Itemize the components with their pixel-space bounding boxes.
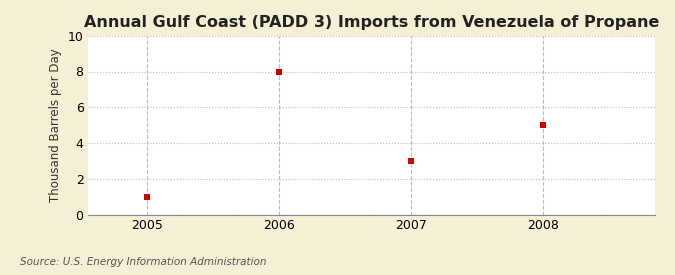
Title: Annual Gulf Coast (PADD 3) Imports from Venezuela of Propane: Annual Gulf Coast (PADD 3) Imports from … — [84, 15, 659, 31]
Point — [273, 69, 284, 74]
Y-axis label: Thousand Barrels per Day: Thousand Barrels per Day — [49, 48, 62, 202]
Point — [537, 123, 548, 127]
Point — [406, 159, 416, 163]
Text: Source: U.S. Energy Information Administration: Source: U.S. Energy Information Administ… — [20, 257, 267, 267]
Point — [142, 194, 153, 199]
